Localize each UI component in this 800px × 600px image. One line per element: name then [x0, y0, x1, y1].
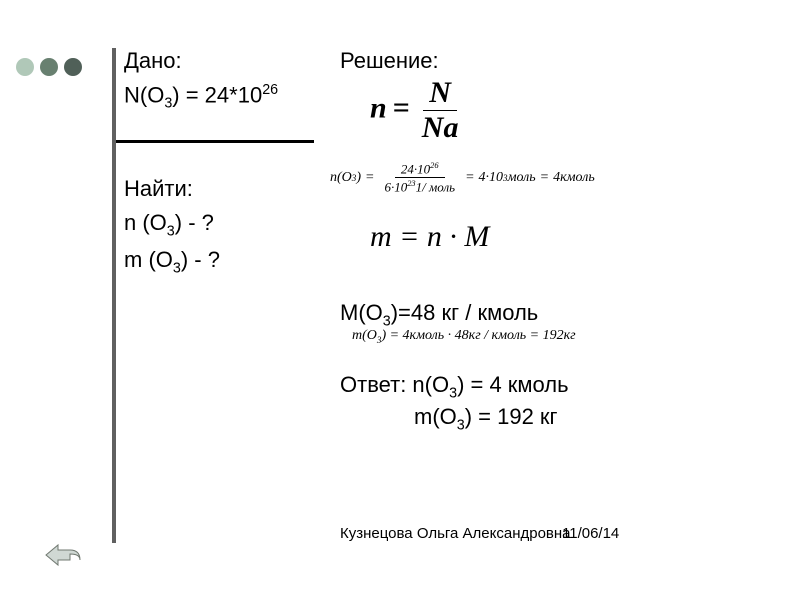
find-r1-sub: 3 [167, 223, 175, 239]
fraction-1: NNa [416, 76, 465, 145]
find-r2-post: ) - ? [181, 247, 220, 272]
given-title: Дано: [124, 48, 314, 74]
equals-sign: = [393, 91, 410, 124]
a1-sub: 3 [449, 385, 457, 401]
c1-rhs1-unit: моль [508, 170, 536, 186]
molar-mass: М(О3)=48 кг / кмоль [340, 300, 538, 329]
find-r1-post: ) - ? [175, 210, 214, 235]
given-eq-mid: ) = 24*10 [172, 82, 262, 107]
horizontal-divider [116, 140, 314, 143]
given-block: Дано: N(O3) = 24*1026 [124, 48, 314, 112]
c2-pre: m(O [352, 328, 377, 343]
formula-m-eq-nM: m = n · M [370, 220, 489, 254]
c1-num-sup: 26 [430, 160, 438, 170]
find-r1-pre: n (O [124, 210, 167, 235]
molar-pre: М(О [340, 300, 383, 325]
c1-rhs1: 4·10 [479, 170, 504, 186]
molar-post: )=48 кг / кмоль [391, 300, 539, 325]
given-eq-sup: 26 [262, 82, 278, 98]
vertical-divider [112, 48, 116, 543]
c1-den: 6·10231/ моль [378, 178, 461, 195]
calculation-1: n(O3) = 24·1026 6·10231/ моль = 4·103мол… [330, 160, 595, 196]
a2-post: ) = 192 кг [465, 404, 558, 429]
find-r2-pre: m (O [124, 247, 173, 272]
c1-num: 24·1026 [395, 160, 445, 178]
footer-author: Кузнецова Ольга Александровна [340, 525, 580, 542]
given-equation: N(O3) = 24*1026 [124, 82, 314, 112]
c2-post: ) = 4кмоль · 48кг / кмоль = 192кг [381, 328, 575, 343]
calculation-2: m(O3) = 4кмоль · 48кг / кмоль = 192кг [352, 328, 576, 345]
c1-den-sup: 23 [407, 178, 415, 188]
a2-pre: m(O [414, 404, 457, 429]
c1-den-tail: 1/ моль [416, 180, 455, 195]
formula-n-eq-N-over-Na: n=NNa [370, 76, 464, 145]
equals-sign: = [365, 170, 374, 186]
bullet-3 [64, 58, 82, 76]
a2-sub: 3 [457, 417, 465, 433]
answer-line-2: m(O3) = 192 кг [414, 404, 558, 433]
equals-sign: = [465, 170, 474, 186]
bullet-2 [40, 58, 58, 76]
given-eq-pre: N(O [124, 82, 164, 107]
c1-num-t: 24·10 [401, 161, 430, 176]
molar-sub: 3 [383, 313, 391, 329]
find-row-1: n (O3) - ? [124, 210, 324, 239]
c1-den-t: 6·10 [384, 180, 407, 195]
c1-rhs2: 4кмоль [553, 170, 595, 186]
a1-post: ) = 4 кмоль [457, 372, 569, 397]
slide-bullets [16, 58, 82, 76]
f1-num: N [423, 76, 457, 111]
answer-line-1: Ответ: n(O3) = 4 кмоль [340, 372, 569, 401]
f1-den: Na [416, 111, 465, 145]
footer-date: 11/06/14 [562, 525, 619, 542]
c1-lhs: n(O [330, 170, 352, 186]
find-row-2: m (O3) - ? [124, 247, 324, 276]
a1-pre: Ответ: n(O [340, 372, 449, 397]
back-icon[interactable] [40, 540, 84, 570]
equals-sign: = [540, 170, 549, 186]
find-block: Найти: n (O3) - ? m (O3) - ? [124, 176, 324, 285]
find-title: Найти: [124, 176, 324, 202]
bullet-1 [16, 58, 34, 76]
c1-lhs2: ) [356, 170, 361, 186]
fraction-2: 24·1026 6·10231/ моль [378, 160, 461, 196]
find-r2-sub: 3 [173, 261, 181, 277]
solution-title: Решение: [340, 48, 439, 74]
f1-left: n [370, 91, 387, 124]
